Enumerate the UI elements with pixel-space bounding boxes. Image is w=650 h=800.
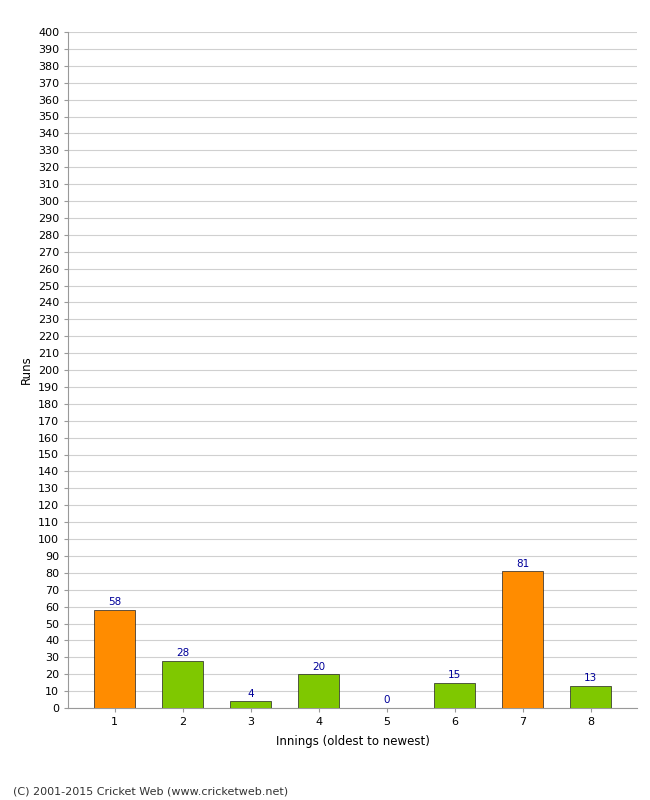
Bar xyxy=(570,686,611,708)
Text: 0: 0 xyxy=(384,695,390,706)
Bar xyxy=(502,571,543,708)
Text: 4: 4 xyxy=(247,689,254,698)
Bar xyxy=(162,661,203,708)
Text: (C) 2001-2015 Cricket Web (www.cricketweb.net): (C) 2001-2015 Cricket Web (www.cricketwe… xyxy=(13,786,288,796)
Text: 28: 28 xyxy=(176,648,189,658)
X-axis label: Innings (oldest to newest): Innings (oldest to newest) xyxy=(276,735,430,748)
Text: 58: 58 xyxy=(108,598,121,607)
Bar xyxy=(94,610,135,708)
Text: 15: 15 xyxy=(448,670,462,680)
Text: 13: 13 xyxy=(584,674,597,683)
Text: 20: 20 xyxy=(312,662,325,672)
Bar xyxy=(230,702,271,708)
Bar xyxy=(434,682,475,708)
Text: 81: 81 xyxy=(516,558,529,569)
Y-axis label: Runs: Runs xyxy=(20,356,32,384)
Bar xyxy=(298,674,339,708)
